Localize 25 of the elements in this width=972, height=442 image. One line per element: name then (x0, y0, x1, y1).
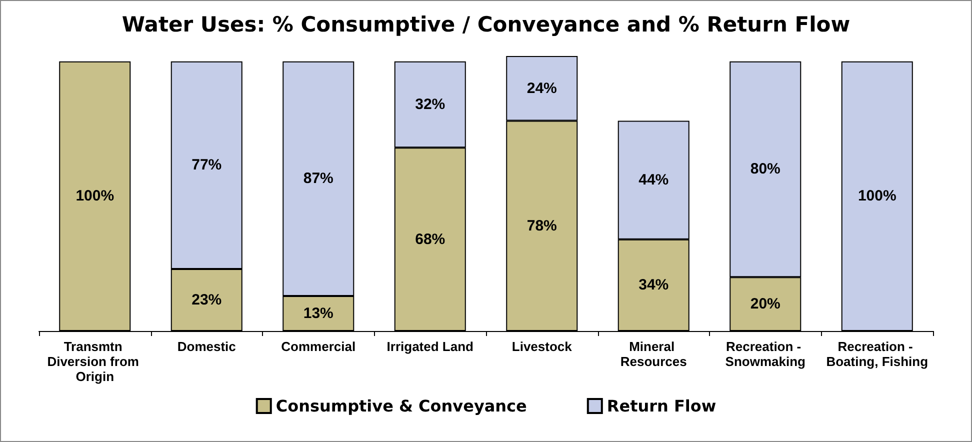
data-label: 68% (415, 230, 446, 248)
data-label: 44% (638, 172, 669, 189)
data-label: 32% (415, 96, 446, 114)
data-label: 77% (192, 156, 222, 174)
chart-title: Water Uses: % Consumptive / Conveyance and % Return Flow (122, 12, 850, 36)
data-label: 24% (526, 80, 557, 97)
data-label: 23% (192, 291, 222, 308)
data-label: 100% (858, 188, 896, 205)
x-tick-label: Domestic (177, 339, 236, 354)
x-tick-label: Irrigated Land (386, 339, 474, 354)
data-label: 80% (750, 160, 780, 178)
data-label: 78% (526, 217, 557, 234)
x-tick-label: Commercial (281, 339, 356, 354)
x-tick-label: Recreation - Boating, Fishing (826, 339, 928, 369)
data-label: 34% (638, 276, 669, 294)
x-tick-label: Recreation - Snowmaking (725, 339, 806, 369)
data-label: 100% (76, 188, 114, 205)
x-tick-label: Mineral Resources (620, 339, 687, 369)
legend-label: Return Flow (606, 396, 716, 416)
data-label: 13% (303, 304, 334, 322)
x-tick-label: Transmtn Diversion from Origin (47, 339, 143, 384)
data-label: 87% (303, 170, 334, 188)
data-label: 20% (750, 296, 780, 313)
x-tick-label: Livestock (512, 339, 573, 354)
legend-label: Consumptive & Conveyance (276, 396, 528, 416)
